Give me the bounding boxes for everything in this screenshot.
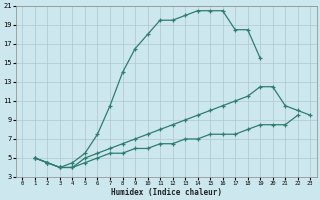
X-axis label: Humidex (Indice chaleur): Humidex (Indice chaleur) <box>111 188 222 197</box>
